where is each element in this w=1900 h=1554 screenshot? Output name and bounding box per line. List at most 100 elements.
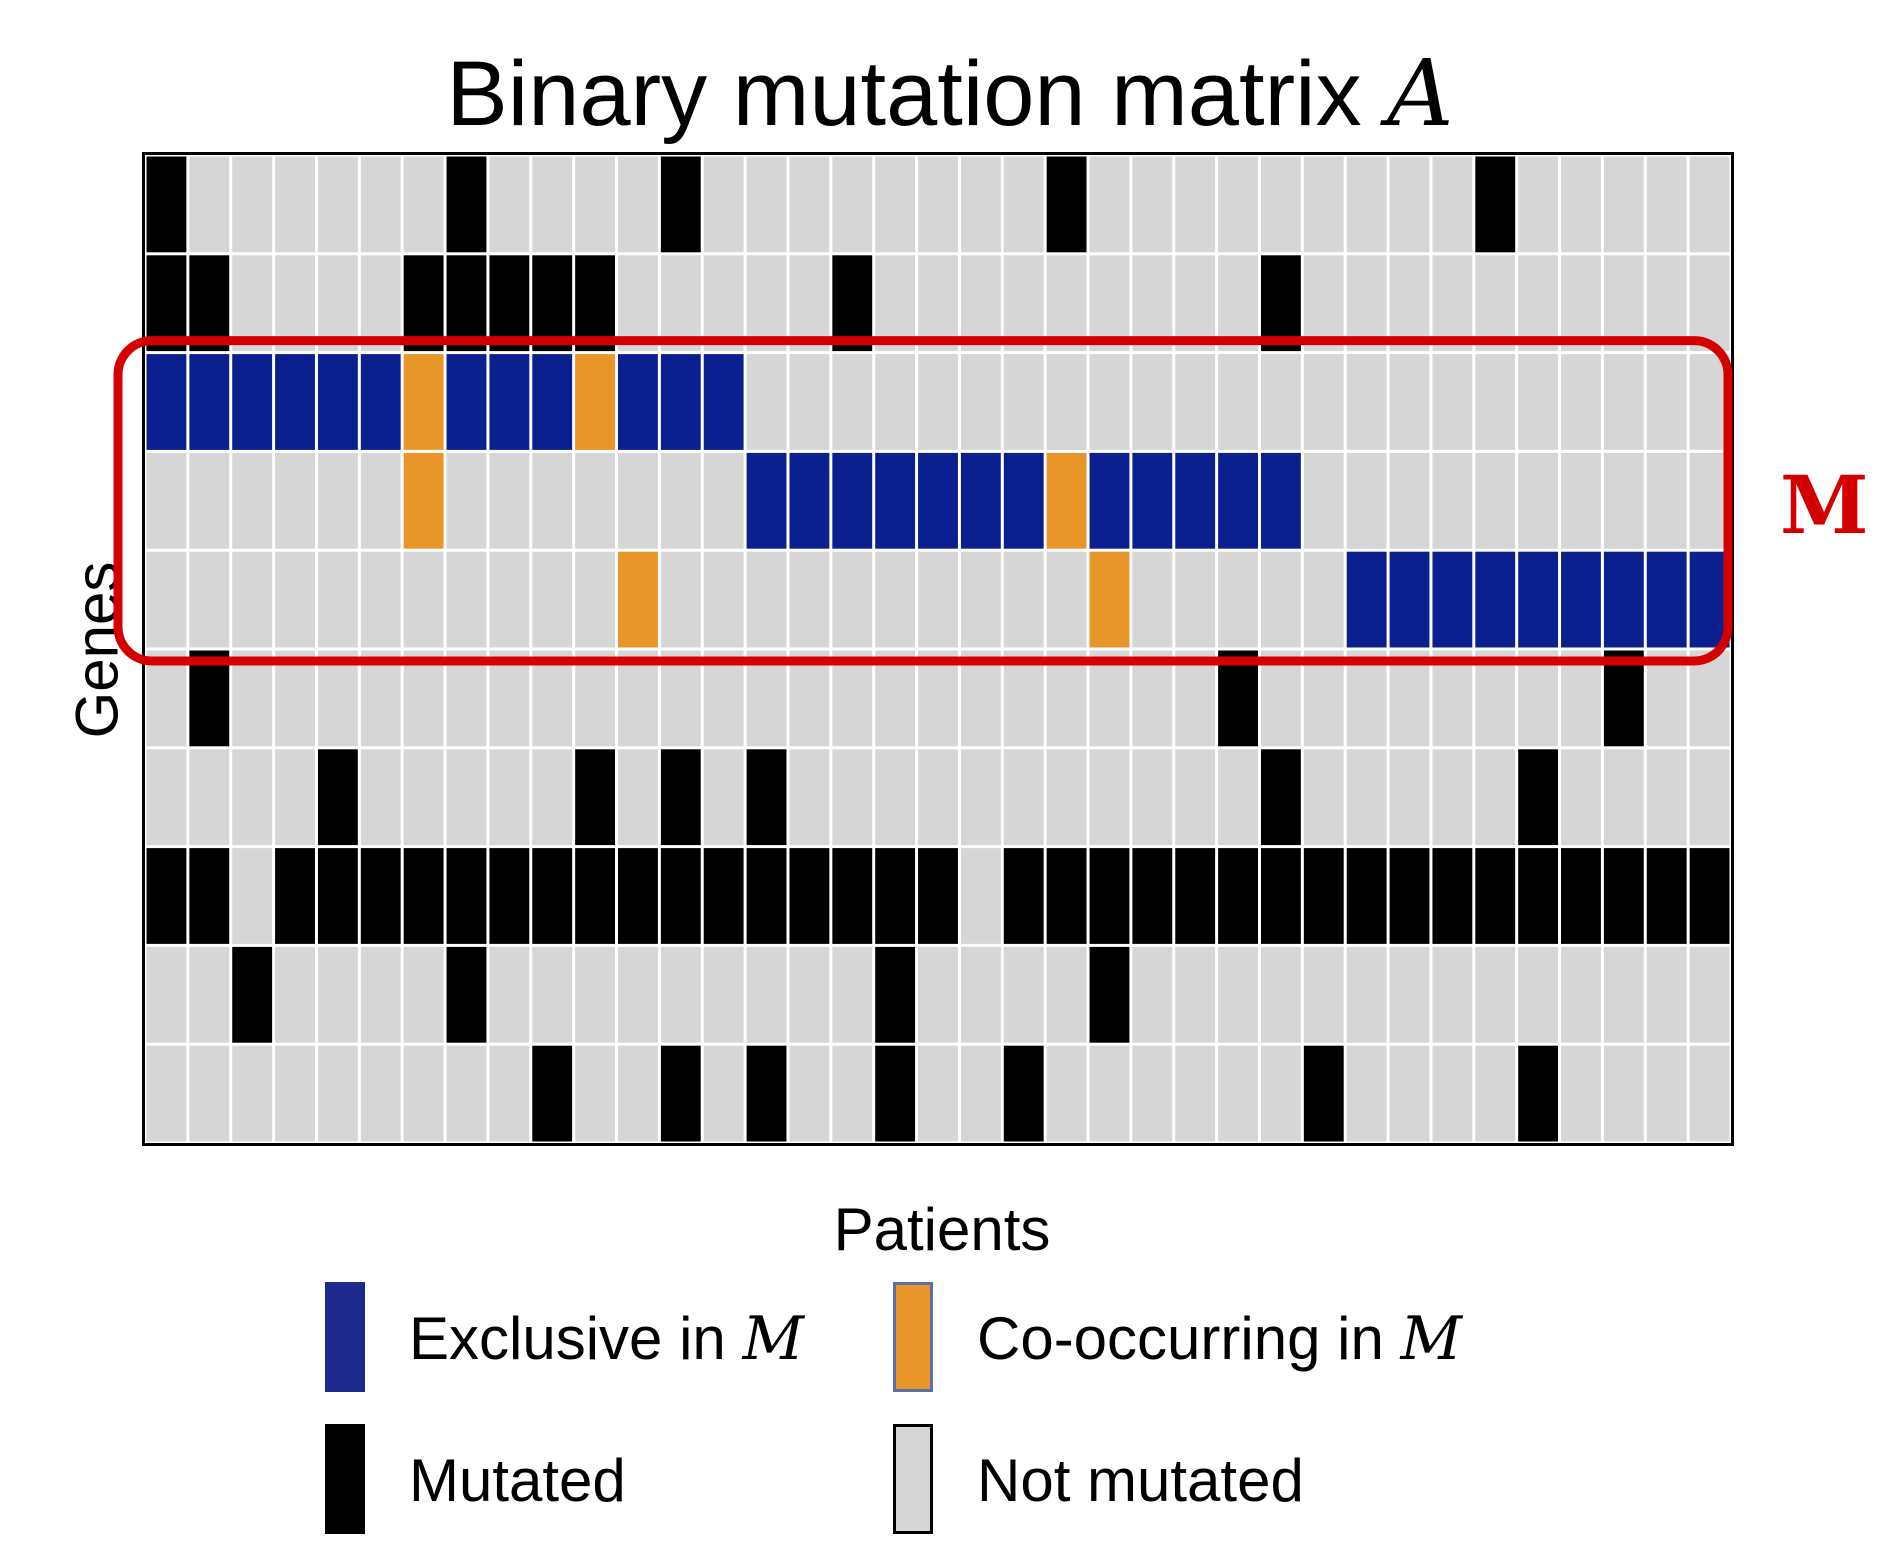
matrix-cell-not-mutated xyxy=(1518,946,1559,1043)
matrix-cell-not-mutated xyxy=(275,1045,315,1142)
matrix-cell-not-mutated xyxy=(875,255,916,352)
matrix-cell-mutated xyxy=(1603,650,1644,747)
matrix-cell-not-mutated xyxy=(446,749,487,846)
matrix-cell-mutated xyxy=(875,848,916,944)
matrix-cell-mutated xyxy=(360,848,401,944)
matrix-cell-not-mutated xyxy=(1389,156,1430,253)
matrix-cell-not-mutated xyxy=(1561,354,1601,450)
matrix-cell-not-mutated xyxy=(317,255,358,352)
matrix-cell-not-mutated xyxy=(1218,946,1258,1043)
matrix-cell-not-mutated xyxy=(1561,255,1601,352)
matrix-cell-not-mutated xyxy=(1389,749,1430,846)
matrix-cell-not-mutated xyxy=(1518,255,1559,352)
legend-swatch-exclusive xyxy=(325,1282,365,1392)
matrix-cell-not-mutated xyxy=(1346,255,1387,352)
matrix-cell-not-mutated xyxy=(1003,749,1044,846)
matrix-cell-mutated xyxy=(446,255,487,352)
matrix-cell-not-mutated xyxy=(1003,255,1044,352)
matrix-cell-not-mutated xyxy=(275,156,315,253)
matrix-cell-mutated xyxy=(1432,848,1473,944)
matrix-cell-mutated xyxy=(403,848,444,944)
matrix-cell-exclusive-in-M xyxy=(146,354,187,450)
matrix-cell-mutated xyxy=(1089,848,1130,944)
matrix-cell-not-mutated xyxy=(918,354,958,450)
matrix-cell-mutated xyxy=(1046,156,1087,253)
matrix-cell-mutated xyxy=(1689,848,1730,944)
matrix-cell-not-mutated xyxy=(446,551,487,648)
matrix-cell-not-mutated xyxy=(1646,749,1687,846)
matrix-cell-not-mutated xyxy=(1561,946,1601,1043)
matrix-cell-not-mutated xyxy=(1175,156,1216,253)
matrix-cell-not-mutated xyxy=(1346,650,1387,747)
matrix-cell-co-occurring-in-M xyxy=(1046,452,1087,549)
matrix-cell-not-mutated xyxy=(232,650,273,747)
matrix-cell-mutated xyxy=(403,255,444,352)
matrix-cell-not-mutated xyxy=(1518,156,1559,253)
matrix-cell-mutated xyxy=(146,848,187,944)
matrix-cell-not-mutated xyxy=(1046,650,1087,747)
matrix-cell-exclusive-in-M xyxy=(232,354,273,450)
matrix-cell-not-mutated xyxy=(703,156,744,253)
matrix-cell-not-mutated xyxy=(746,156,787,253)
matrix-cell-mutated xyxy=(746,848,787,944)
matrix-cell-not-mutated xyxy=(232,1045,273,1142)
matrix-cell-not-mutated xyxy=(575,551,616,648)
matrix-cell-not-mutated xyxy=(960,749,1001,846)
matrix-cell-co-occurring-in-M xyxy=(403,452,444,549)
matrix-cell-not-mutated xyxy=(703,452,744,549)
matrix-cell-co-occurring-in-M xyxy=(575,354,616,450)
matrix-cell-not-mutated xyxy=(189,156,230,253)
matrix-cell-not-mutated xyxy=(1561,1045,1601,1142)
matrix-cell-not-mutated xyxy=(360,452,401,549)
matrix-cell-not-mutated xyxy=(1303,749,1344,846)
matrix-cell-exclusive-in-M xyxy=(746,452,787,549)
matrix-cell-mutated xyxy=(918,848,958,944)
matrix-cell-not-mutated xyxy=(575,452,616,549)
matrix-cell-not-mutated xyxy=(1089,1045,1130,1142)
matrix-cell-not-mutated xyxy=(532,749,573,846)
matrix-cell-exclusive-in-M xyxy=(875,452,916,549)
matrix-cell-not-mutated xyxy=(746,255,787,352)
matrix-cell-not-mutated xyxy=(1561,749,1601,846)
matrix-cell-not-mutated xyxy=(1475,452,1516,549)
matrix-cell-mutated xyxy=(1603,848,1644,944)
matrix-cell-not-mutated xyxy=(1689,946,1730,1043)
matrix-cell-not-mutated xyxy=(832,551,873,648)
matrix-cell-exclusive-in-M xyxy=(1475,551,1516,648)
matrix-cell-not-mutated xyxy=(1689,156,1730,253)
matrix-cell-mutated xyxy=(575,255,616,352)
matrix-cell-not-mutated xyxy=(1132,156,1173,253)
matrix-cell-not-mutated xyxy=(1475,650,1516,747)
matrix-cell-exclusive-in-M xyxy=(918,452,958,549)
matrix-cell-not-mutated xyxy=(703,551,744,648)
matrix-cell-exclusive-in-M xyxy=(1518,551,1559,648)
matrix-cell-not-mutated xyxy=(403,156,444,253)
matrix-cell-not-mutated xyxy=(1561,452,1601,549)
matrix-cell-not-mutated xyxy=(1389,650,1430,747)
x-axis-label: Patients xyxy=(833,1196,1051,1263)
matrix-cell-not-mutated xyxy=(1432,156,1473,253)
matrix-cell-not-mutated xyxy=(1003,650,1044,747)
matrix-cell-not-mutated xyxy=(232,452,273,549)
matrix-cell-not-mutated xyxy=(660,946,701,1043)
matrix-cell-not-mutated xyxy=(1046,354,1087,450)
matrix-cell-not-mutated xyxy=(1475,749,1516,846)
matrix-cell-not-mutated xyxy=(1260,354,1301,450)
matrix-cell-not-mutated xyxy=(1346,452,1387,549)
legend-swatch-cooccurring xyxy=(893,1282,933,1392)
matrix-cell-mutated xyxy=(1303,1045,1344,1142)
matrix-cell-exclusive-in-M xyxy=(532,354,573,450)
matrix-cell-not-mutated xyxy=(189,749,230,846)
matrix-cell-not-mutated xyxy=(1432,354,1473,450)
matrix-cell-not-mutated xyxy=(146,452,187,549)
matrix-cell-not-mutated xyxy=(1175,946,1216,1043)
matrix-cell-exclusive-in-M xyxy=(275,354,315,450)
matrix-cell-mutated xyxy=(232,946,273,1043)
matrix-cell-not-mutated xyxy=(703,1045,744,1142)
matrix-cell-not-mutated xyxy=(618,1045,658,1142)
matrix-cell-not-mutated xyxy=(403,650,444,747)
module-outline xyxy=(113,336,1733,666)
matrix-cell-not-mutated xyxy=(960,354,1001,450)
matrix-cell-not-mutated xyxy=(232,749,273,846)
matrix-cell-co-occurring-in-M xyxy=(1089,551,1130,648)
